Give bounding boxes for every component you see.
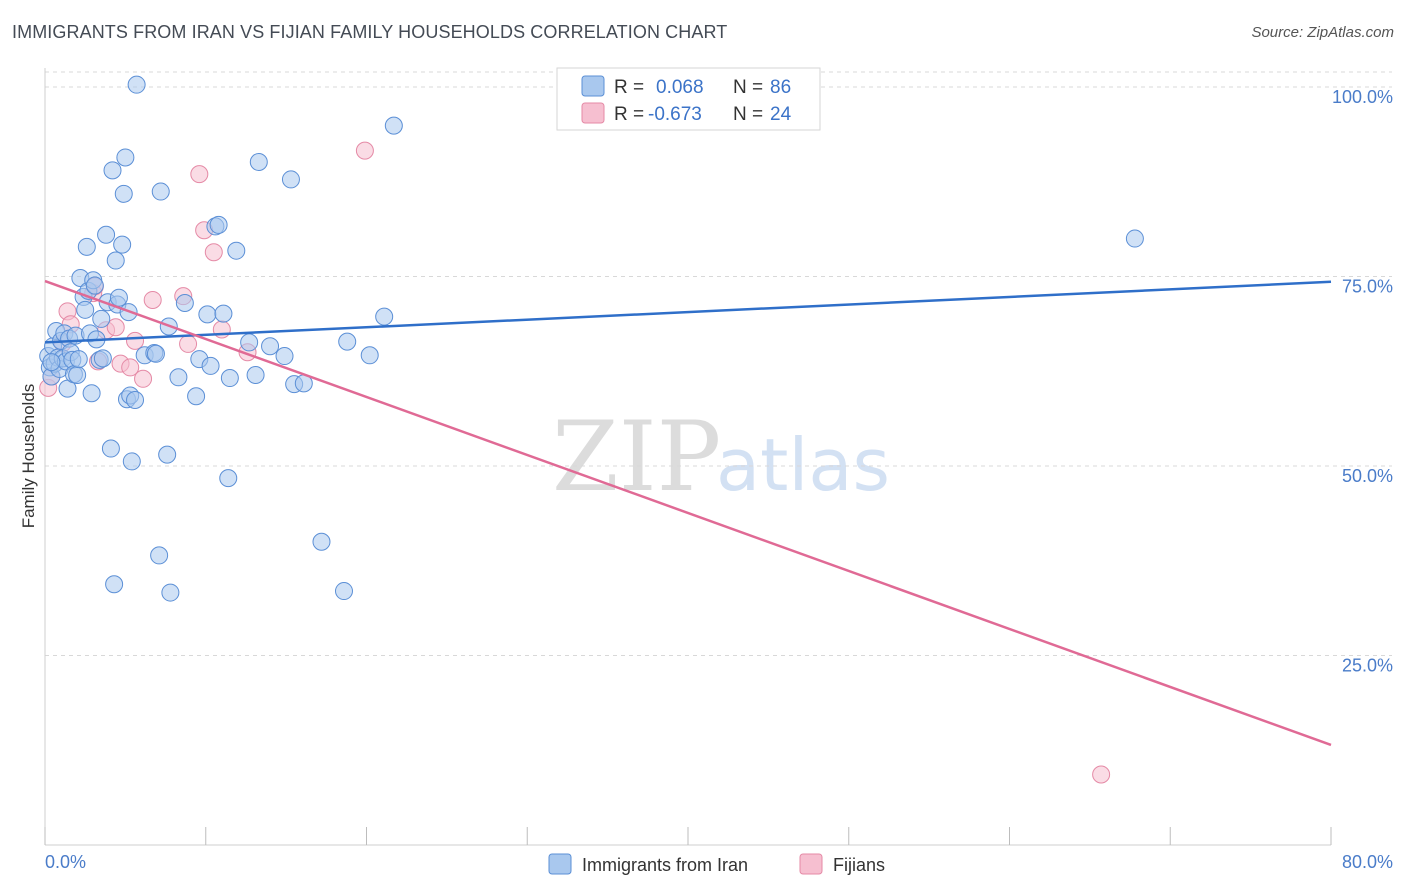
iran-point — [122, 452, 141, 471]
fijians-point — [143, 290, 162, 309]
iran-point — [198, 305, 217, 324]
fijians-point — [106, 318, 125, 337]
bottom-legend-iran-swatch — [548, 853, 572, 875]
series-legend: Immigrants from Iran Fijians — [548, 853, 885, 875]
iran-point — [105, 575, 124, 594]
legend-fiji-r-value: -0.673 — [648, 104, 702, 125]
x-ticks — [44, 827, 1332, 845]
iran-point — [150, 546, 169, 565]
legend-iran-n-value: 86 — [770, 77, 791, 98]
iran-point — [246, 366, 265, 385]
iran-point — [85, 276, 104, 295]
fijians-point — [134, 369, 153, 388]
fijians-point — [121, 358, 140, 377]
iran-point — [116, 148, 135, 167]
source-credit: Source: ZipAtlas.com — [1251, 24, 1394, 41]
iran-point — [92, 309, 111, 328]
iran-point — [114, 184, 133, 203]
iran-point — [375, 307, 394, 326]
iran-point — [219, 469, 238, 488]
legend-iran-swatch — [581, 75, 605, 97]
bottom-legend-fiji-label: Fijians — [833, 855, 885, 875]
fijians-point — [204, 243, 223, 262]
iran-point — [69, 350, 88, 369]
x-tick-label-min: 0.0% — [45, 852, 86, 872]
iran-point — [161, 583, 180, 602]
y-tick-labels: 25.0% 50.0% 75.0% 100.0% — [1332, 87, 1393, 676]
iran-point — [103, 161, 122, 180]
iran-point — [187, 387, 206, 406]
legend-iran-n-label: N = — [733, 77, 763, 98]
y-axis-label: Family Households — [19, 384, 38, 529]
iran-point — [158, 445, 177, 464]
iran-point — [384, 116, 403, 135]
legend-fiji-n-value: 24 — [770, 104, 792, 125]
iran-point — [109, 288, 128, 307]
iran-point — [338, 332, 357, 351]
fijians-point — [126, 331, 145, 350]
iran-point — [146, 344, 165, 363]
iran-point — [169, 368, 188, 387]
gridlines — [45, 71, 1392, 656]
iran-point — [275, 347, 294, 366]
iran-point — [360, 346, 379, 365]
iran-point — [175, 293, 194, 312]
iran-point — [113, 235, 132, 254]
trend-lines — [44, 279, 1332, 747]
iran-point — [93, 349, 112, 368]
correlation-legend: R = 0.068 N = 86 R = -0.673 N = 24 — [556, 67, 821, 131]
legend-fiji-swatch — [581, 102, 605, 124]
iran-point — [106, 251, 125, 270]
iran-point — [209, 215, 228, 234]
y-tick-label: 25.0% — [1342, 655, 1393, 675]
iran-point — [77, 237, 96, 256]
fijians-point — [355, 141, 374, 160]
iran-point — [76, 300, 95, 319]
iran-point — [281, 170, 300, 189]
fijians-point — [179, 334, 198, 353]
legend-iran-r-value: 0.068 — [656, 77, 704, 98]
bottom-legend-fiji-swatch — [799, 853, 823, 875]
watermark-atlas: atlas — [716, 423, 890, 507]
y-tick-label: 100.0% — [1332, 87, 1393, 107]
legend-fiji-r-label: R = — [614, 104, 644, 125]
bottom-legend-iran-label: Immigrants from Iran — [582, 855, 748, 875]
iran-point — [127, 75, 146, 94]
iran-point — [1125, 229, 1144, 248]
iran-point — [312, 532, 331, 551]
fijians-trend-line — [44, 279, 1332, 747]
iran-point — [101, 439, 120, 458]
y-tick-label: 50.0% — [1342, 466, 1393, 486]
iran-point — [240, 333, 259, 352]
iran-trend-line — [44, 280, 1332, 344]
fijians-point — [1092, 765, 1111, 784]
watermark-zip: ZIP — [552, 401, 721, 513]
iran-point — [201, 356, 220, 375]
x-tick-label-max: 80.0% — [1342, 852, 1393, 872]
iran-point — [82, 384, 101, 403]
iran-point — [68, 366, 87, 385]
chart-title: IMMIGRANTS FROM IRAN VS FIJIAN FAMILY HO… — [12, 22, 728, 42]
iran-point — [334, 582, 353, 601]
iran-point — [151, 182, 170, 201]
iran-point — [220, 369, 239, 388]
iran-point — [227, 241, 246, 260]
legend-fiji-n-label: N = — [733, 104, 763, 125]
iran-points — [39, 75, 1144, 602]
y-tick-label: 75.0% — [1342, 276, 1393, 296]
iran-point — [126, 391, 145, 410]
iran-point — [97, 225, 116, 244]
iran-point — [42, 353, 61, 372]
fijians-point — [190, 165, 209, 184]
iran-point — [214, 304, 233, 323]
iran-point — [249, 152, 268, 171]
legend-iran-r-label: R = — [614, 77, 644, 98]
iran-point — [261, 337, 280, 356]
